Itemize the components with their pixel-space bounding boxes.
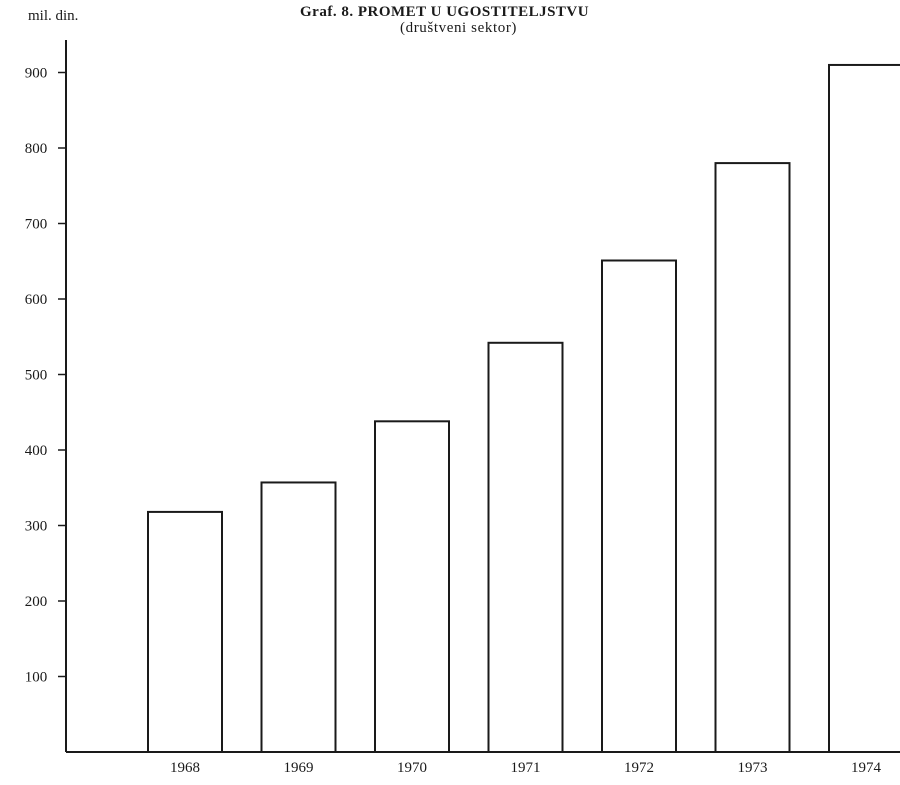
- y-tick-label: 400: [25, 443, 48, 459]
- y-tick-label: 800: [25, 141, 48, 157]
- chart-subtitle: (društveni sektor): [400, 20, 518, 36]
- bar-1971: [487, 341, 564, 753]
- y-tick-label: 700: [25, 217, 48, 233]
- x-tick-label: 1973: [738, 760, 768, 776]
- x-tick-label: 1969: [284, 760, 314, 776]
- bar-1968: [147, 510, 223, 753]
- y-tick-label: 300: [25, 519, 48, 535]
- bar-1973: [714, 162, 791, 754]
- bar-1974: [828, 63, 900, 753]
- y-tick-label: 500: [25, 368, 48, 384]
- y-axis-unit-label: mil. din.: [28, 8, 79, 24]
- x-tick-label: 1968: [170, 760, 200, 776]
- y-tick-label: 600: [25, 292, 48, 308]
- bar-1970: [374, 420, 450, 753]
- y-tick-label: 100: [25, 670, 48, 686]
- y-tick-label: 900: [25, 66, 48, 82]
- chart-title: Graf. 8. PROMET U UGOSTITELJSTVU: [300, 4, 590, 20]
- x-tick-label: 1974: [851, 760, 882, 776]
- x-tick-label: 1971: [511, 760, 541, 776]
- y-tick-label: 200: [25, 594, 48, 610]
- bar-1972: [601, 259, 677, 753]
- bar-1969: [260, 481, 337, 753]
- x-tick-label: 1970: [397, 760, 427, 776]
- x-tick-label: 1972: [624, 760, 654, 776]
